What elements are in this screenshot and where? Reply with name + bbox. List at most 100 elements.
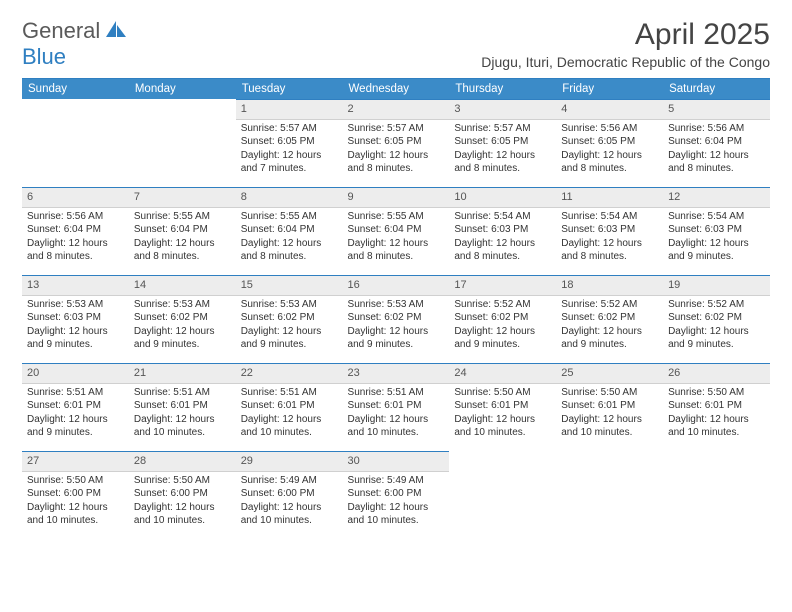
sunset-line: Sunset: 6:04 PM — [668, 135, 765, 149]
day-number: 13 — [22, 275, 129, 296]
column-header: Sunday — [22, 79, 129, 100]
sunset-line: Sunset: 6:04 PM — [27, 223, 124, 237]
calendar-cell — [129, 99, 236, 187]
day-content: Sunrise: 5:51 AMSunset: 6:01 PMDaylight:… — [236, 384, 343, 442]
calendar-cell: 2Sunrise: 5:57 AMSunset: 6:05 PMDaylight… — [343, 99, 450, 187]
sunset-line: Sunset: 6:02 PM — [561, 311, 658, 325]
day-number: 29 — [236, 451, 343, 472]
day-content: Sunrise: 5:50 AMSunset: 6:01 PMDaylight:… — [663, 384, 770, 442]
sunset-line: Sunset: 6:03 PM — [561, 223, 658, 237]
sunset-line: Sunset: 6:03 PM — [668, 223, 765, 237]
day-number: 5 — [663, 99, 770, 120]
sunset-line: Sunset: 6:02 PM — [348, 311, 445, 325]
sunset-line: Sunset: 6:00 PM — [348, 487, 445, 501]
daylight-line: Daylight: 12 hours and 9 minutes. — [668, 237, 765, 264]
calendar-cell — [449, 451, 556, 539]
sunrise-line: Sunrise: 5:50 AM — [27, 474, 124, 488]
day-content: Sunrise: 5:57 AMSunset: 6:05 PMDaylight:… — [343, 120, 450, 178]
day-number: 15 — [236, 275, 343, 296]
day-number: 24 — [449, 363, 556, 384]
daylight-line: Daylight: 12 hours and 9 minutes. — [561, 325, 658, 352]
sunrise-line: Sunrise: 5:51 AM — [241, 386, 338, 400]
daylight-line: Daylight: 12 hours and 9 minutes. — [27, 413, 124, 440]
day-content: Sunrise: 5:53 AMSunset: 6:02 PMDaylight:… — [236, 296, 343, 354]
day-content: Sunrise: 5:56 AMSunset: 6:05 PMDaylight:… — [556, 120, 663, 178]
sunrise-line: Sunrise: 5:50 AM — [134, 474, 231, 488]
calendar-cell: 18 Sunrise: 5:52 AMSunset: 6:02 PMDayligh… — [556, 275, 663, 363]
day-content: Sunrise: 5:49 AMSunset: 6:00 PMDaylight:… — [343, 472, 450, 530]
calendar-row: 13Sunrise: 5:53 AMSunset: 6:03 PMDayligh… — [22, 275, 770, 363]
daylight-line: Daylight: 12 hours and 10 minutes. — [241, 501, 338, 528]
sunrise-line: Sunrise: 5:56 AM — [668, 122, 765, 136]
day-number: 27 — [22, 451, 129, 472]
day-content: Sunrise: 5:56 AMSunset: 6:04 PMDaylight:… — [22, 208, 129, 266]
calendar-cell: 22Sunrise: 5:51 AMSunset: 6:01 PMDayligh… — [236, 363, 343, 451]
sunset-line: Sunset: 6:02 PM — [668, 311, 765, 325]
day-content: Sunrise: 5:54 AMSunset: 6:03 PMDaylight:… — [449, 208, 556, 266]
calendar-row: 27Sunrise: 5:50 AMSunset: 6:00 PMDayligh… — [22, 451, 770, 539]
sunrise-line: Sunrise: 5:57 AM — [241, 122, 338, 136]
page-title: April 2025 — [481, 18, 770, 52]
sunset-line: Sunset: 6:01 PM — [454, 399, 551, 413]
sunset-line: Sunset: 6:03 PM — [454, 223, 551, 237]
sunset-line: Sunset: 6:00 PM — [27, 487, 124, 501]
sunset-line: Sunset: 6:00 PM — [241, 487, 338, 501]
logo-word1: General — [22, 18, 100, 43]
daylight-line: Daylight: 12 hours and 9 minutes. — [454, 325, 551, 352]
sunset-line: Sunset: 6:01 PM — [668, 399, 765, 413]
day-content: Sunrise: 5:53 AMSunset: 6:02 PMDaylight:… — [343, 296, 450, 354]
day-content: Sunrise: 5:57 AMSunset: 6:05 PMDaylight:… — [449, 120, 556, 178]
sunrise-line: Sunrise: 5:50 AM — [668, 386, 765, 400]
calendar-cell — [22, 99, 129, 187]
calendar-cell: 3Sunrise: 5:57 AMSunset: 6:05 PMDaylight… — [449, 99, 556, 187]
calendar-cell: 11Sunrise: 5:54 AMSunset: 6:03 PMDayligh… — [556, 187, 663, 275]
sunset-line: Sunset: 6:05 PM — [241, 135, 338, 149]
day-number: 26 — [663, 363, 770, 384]
sunrise-line: Sunrise: 5:55 AM — [348, 210, 445, 224]
day-number: 28 — [129, 451, 236, 472]
daylight-line: Daylight: 12 hours and 10 minutes. — [27, 501, 124, 528]
day-number: 3 — [449, 99, 556, 120]
sunset-line: Sunset: 6:02 PM — [134, 311, 231, 325]
calendar-cell: 13Sunrise: 5:53 AMSunset: 6:03 PMDayligh… — [22, 275, 129, 363]
sunrise-line: Sunrise: 5:49 AM — [348, 474, 445, 488]
calendar-cell — [663, 451, 770, 539]
day-content: Sunrise: 5:55 AMSunset: 6:04 PMDaylight:… — [236, 208, 343, 266]
column-header: Saturday — [663, 79, 770, 100]
sunrise-line: Sunrise: 5:52 AM — [561, 298, 658, 312]
sunset-line: Sunset: 6:01 PM — [348, 399, 445, 413]
daylight-line: Daylight: 12 hours and 8 minutes. — [134, 237, 231, 264]
day-content: Sunrise: 5:53 AMSunset: 6:02 PMDaylight:… — [129, 296, 236, 354]
sunset-line: Sunset: 6:00 PM — [134, 487, 231, 501]
calendar-cell: 4Sunrise: 5:56 AMSunset: 6:05 PMDaylight… — [556, 99, 663, 187]
day-content: Sunrise: 5:50 AMSunset: 6:01 PMDaylight:… — [556, 384, 663, 442]
daylight-line: Daylight: 12 hours and 9 minutes. — [241, 325, 338, 352]
page-subtitle: Djugu, Ituri, Democratic Republic of the… — [481, 54, 770, 70]
calendar-cell: 30Sunrise: 5:49 AMSunset: 6:00 PMDayligh… — [343, 451, 450, 539]
day-number: 2 — [343, 99, 450, 120]
daylight-line: Daylight: 12 hours and 8 minutes. — [241, 237, 338, 264]
calendar-cell: 9Sunrise: 5:55 AMSunset: 6:04 PMDaylight… — [343, 187, 450, 275]
sunset-line: Sunset: 6:02 PM — [241, 311, 338, 325]
calendar-head: SundayMondayTuesdayWednesdayThursdayFrid… — [22, 79, 770, 100]
sunrise-line: Sunrise: 5:53 AM — [134, 298, 231, 312]
daylight-line: Daylight: 12 hours and 10 minutes. — [561, 413, 658, 440]
daylight-line: Daylight: 12 hours and 10 minutes. — [241, 413, 338, 440]
daylight-line: Daylight: 12 hours and 7 minutes. — [241, 149, 338, 176]
day-number: 18 — [556, 275, 663, 296]
day-content: Sunrise: 5:50 AMSunset: 6:01 PMDaylight:… — [449, 384, 556, 442]
daylight-line: Daylight: 12 hours and 9 minutes. — [27, 325, 124, 352]
day-number: 14 — [129, 275, 236, 296]
daylight-line: Daylight: 12 hours and 10 minutes. — [134, 501, 231, 528]
calendar-cell: 15Sunrise: 5:53 AMSunset: 6:02 PMDayligh… — [236, 275, 343, 363]
calendar-cell: 19Sunrise: 5:52 AMSunset: 6:02 PMDayligh… — [663, 275, 770, 363]
sunrise-line: Sunrise: 5:55 AM — [134, 210, 231, 224]
sunrise-line: Sunrise: 5:49 AM — [241, 474, 338, 488]
daylight-line: Daylight: 12 hours and 9 minutes. — [668, 325, 765, 352]
calendar-cell: 27 Sunrise: 5:50 AMSunset: 6:00 PMDayligh… — [22, 451, 129, 539]
sunset-line: Sunset: 6:03 PM — [27, 311, 124, 325]
daylight-line: Daylight: 12 hours and 8 minutes. — [454, 237, 551, 264]
calendar-cell: 7Sunrise: 5:55 AMSunset: 6:04 PMDaylight… — [129, 187, 236, 275]
day-number: 21 — [129, 363, 236, 384]
daylight-line: Daylight: 12 hours and 10 minutes. — [348, 501, 445, 528]
